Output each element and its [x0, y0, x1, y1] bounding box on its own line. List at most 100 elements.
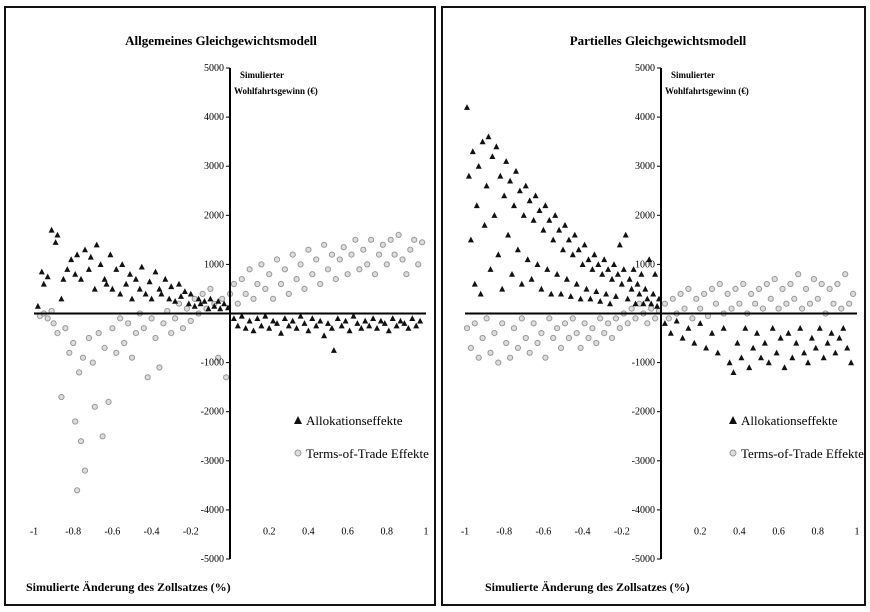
terms-of-trade-point — [752, 300, 759, 307]
terms-of-trade-point — [577, 344, 584, 351]
allokation-point — [789, 354, 796, 361]
allokation-point — [132, 275, 139, 282]
allokation-point — [601, 256, 608, 263]
allokation-point — [518, 280, 525, 287]
terms-of-trade-point — [467, 344, 474, 351]
allokation-point — [495, 251, 502, 258]
terms-of-trade-point — [407, 246, 414, 253]
chart-title: Partielles Gleichgewichtsmodell — [570, 33, 747, 48]
allokation-point — [765, 359, 772, 366]
allokation-point — [483, 182, 490, 189]
allokation-point — [667, 329, 674, 336]
terms-of-trade-point — [581, 320, 588, 327]
allokation-point — [503, 158, 510, 164]
allokation-point — [74, 251, 81, 258]
allokation-point — [646, 256, 653, 263]
terms-of-trade-point — [156, 364, 163, 371]
allokation-point — [630, 266, 637, 272]
terms-of-trade-point — [736, 300, 743, 307]
allokation-point — [634, 280, 641, 287]
allokation-point — [469, 148, 476, 155]
terms-of-trade-point — [148, 315, 155, 322]
allokation-point — [609, 275, 615, 282]
allokation-point — [119, 261, 126, 267]
allokation-point — [201, 298, 208, 304]
terms-of-trade-point — [152, 334, 159, 342]
terms-of-trade-point — [701, 290, 708, 297]
allokation-point — [217, 305, 224, 312]
allokation-point — [828, 329, 835, 336]
allokation-point — [638, 271, 645, 277]
terms-of-trade-point — [799, 305, 806, 312]
x-tick-label: 1 — [424, 526, 429, 537]
allokation-point — [123, 280, 130, 287]
allokation-point — [616, 241, 623, 248]
terms-of-trade-point — [364, 261, 371, 268]
x-axis-label: Simulierte Änderung des Zollsatzes (%) — [26, 580, 231, 594]
legend-label-allokation: Allokationseffekte — [306, 413, 403, 428]
terms-of-trade-point — [289, 251, 296, 258]
terms-of-trade-point — [70, 339, 77, 347]
terms-of-trade-point — [371, 271, 379, 278]
allokation-point — [628, 285, 635, 292]
terms-of-trade-point — [542, 354, 549, 361]
terms-of-trade-point — [293, 276, 300, 283]
allokation-point — [181, 288, 188, 294]
terms-of-trade-point — [250, 295, 257, 302]
allokation-point — [593, 288, 600, 294]
terms-of-trade-point — [826, 285, 833, 292]
allokation-point — [317, 317, 324, 324]
allokation-point — [742, 325, 749, 331]
terms-of-trade-point — [85, 334, 93, 342]
terms-of-trade-point — [172, 315, 179, 322]
terms-of-trade-point — [685, 285, 692, 292]
y-tick-label: 5000 — [204, 63, 224, 74]
terms-of-trade-point — [783, 300, 790, 307]
allokation-point — [614, 271, 621, 277]
terms-of-trade-point — [281, 266, 288, 273]
terms-of-trade-point — [383, 261, 390, 268]
terms-of-trade-point — [77, 438, 85, 445]
terms-of-trade-point — [187, 317, 194, 324]
allokation-point — [526, 197, 533, 204]
x-tick-label: 0.6 — [772, 526, 785, 537]
allokation-point — [761, 339, 768, 346]
allokation-point — [354, 320, 361, 326]
allokation-point — [101, 275, 108, 282]
terms-of-trade-point — [665, 315, 672, 322]
terms-of-trade-point — [356, 266, 363, 273]
terms-of-trade-point — [183, 305, 190, 312]
allokation-point — [82, 246, 88, 253]
terms-of-trade-point — [806, 300, 814, 307]
allokation-point — [546, 217, 553, 223]
allokation-point — [565, 236, 572, 243]
terms-of-trade-point — [850, 290, 857, 297]
allokation-point — [754, 329, 760, 336]
allokation-point — [513, 167, 519, 174]
terms-of-trade-point — [471, 320, 478, 327]
allokation-point — [377, 317, 384, 324]
allokation-point — [652, 271, 659, 277]
terms-of-trade-point — [510, 325, 518, 332]
y-tick-label: -4000 — [201, 505, 224, 516]
allokation-point — [374, 325, 380, 331]
allokation-point — [52, 239, 59, 245]
allokation-point — [824, 339, 831, 346]
terms-of-trade-point — [270, 295, 277, 302]
y-tick-label: 1000 — [204, 259, 224, 270]
terms-of-trade-point — [305, 246, 312, 253]
allokation-point — [40, 280, 47, 287]
allokation-point — [152, 268, 159, 275]
terms-of-trade-point — [834, 280, 841, 288]
allokation-point — [489, 153, 496, 159]
allokation-point — [172, 298, 179, 304]
terms-of-trade-point — [273, 256, 281, 263]
allokation-point — [401, 320, 408, 326]
y-tick-label: -1000 — [632, 358, 655, 369]
y-tick-label: 1000 — [635, 259, 655, 270]
allokation-point — [812, 344, 819, 351]
terms-of-trade-point — [419, 239, 426, 246]
terms-of-trade-point — [810, 276, 817, 283]
y-tick-label: -1000 — [201, 358, 224, 369]
x-tick-label: -1 — [30, 526, 38, 537]
